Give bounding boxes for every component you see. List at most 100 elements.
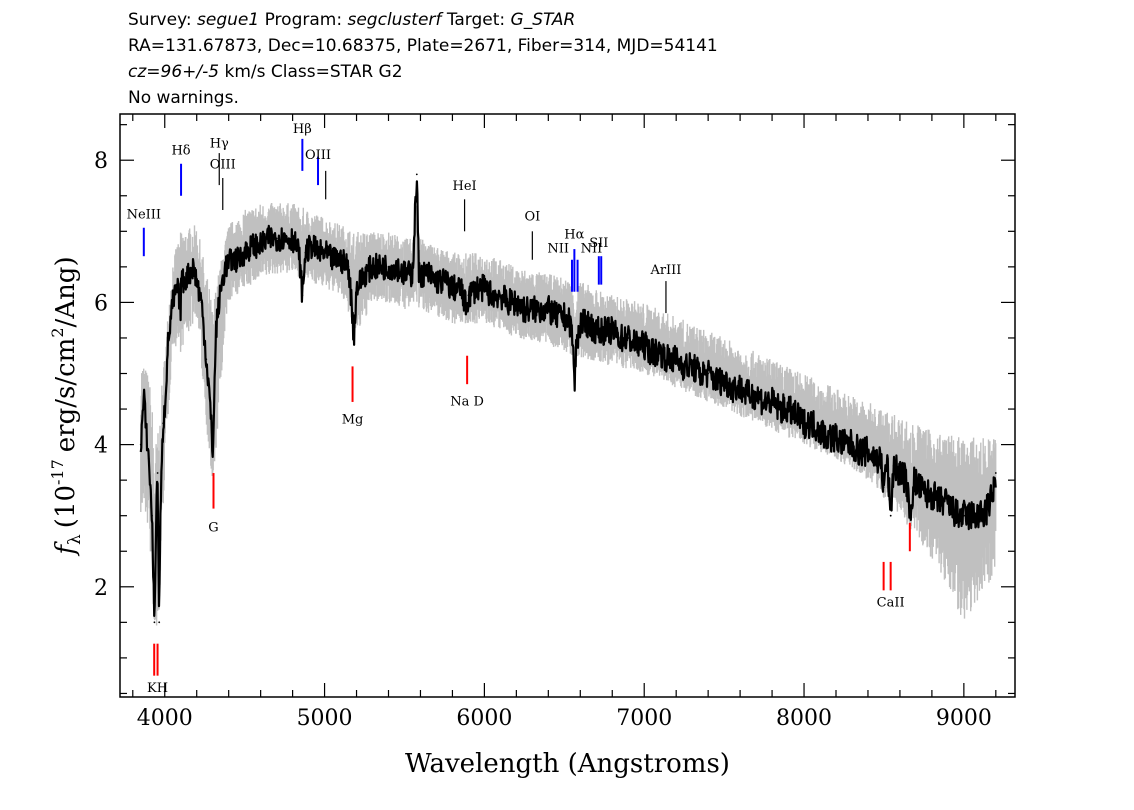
flux-point	[675, 358, 678, 361]
spectral-line-label: NII	[547, 242, 569, 257]
spectral-line-label: HeI	[452, 179, 476, 194]
flux-point	[651, 351, 654, 354]
flux-point	[691, 365, 694, 368]
flux-point	[889, 514, 892, 517]
flux-point	[180, 280, 183, 282]
flux-point	[139, 443, 142, 446]
flux-point	[158, 621, 161, 624]
flux-layer	[139, 173, 997, 624]
spectral-line-label: SII	[589, 236, 608, 251]
spectral-line-label: Hα	[564, 227, 584, 242]
y-label-exp2: 2	[48, 327, 67, 337]
flux-point	[163, 408, 166, 410]
x-tick-label: 6000	[456, 706, 512, 731]
program-value: segclusterf	[347, 10, 442, 30]
survey-value: segue1	[197, 10, 260, 30]
x-tick-label: 7000	[616, 706, 672, 731]
flux-point	[931, 493, 933, 496]
flux-point	[395, 266, 398, 268]
flux-point	[950, 507, 952, 510]
flux-point	[994, 472, 997, 474]
flux-point	[443, 280, 446, 282]
error-band-layer	[140, 203, 997, 626]
flux-point	[243, 251, 246, 254]
flux-point	[144, 422, 147, 425]
flux-point	[879, 457, 882, 460]
spectral-line-label: NeIII	[127, 208, 161, 223]
flux-point	[667, 358, 670, 361]
y-tick-label: 2	[94, 576, 108, 601]
flux-point	[403, 273, 406, 275]
flux-point	[843, 443, 845, 446]
flux-point	[159, 543, 161, 545]
spectral-line-label: Hδ	[171, 144, 190, 159]
flux-point	[982, 514, 984, 517]
flux-point	[237, 258, 240, 261]
flux-point	[595, 329, 598, 332]
flux-point	[731, 386, 733, 389]
flux-point	[892, 465, 895, 467]
flux-point	[779, 408, 781, 410]
flux-point	[918, 486, 920, 489]
axis-ticks: 4000 5000 6000 7000 8000 9000 2 4 6 8	[94, 114, 1015, 731]
flux-point	[531, 308, 534, 311]
target-label: Target:	[446, 10, 506, 30]
flux-point	[875, 457, 877, 460]
y-label-units-c: /Ang)	[51, 256, 81, 327]
flux-point	[427, 273, 430, 275]
x-tick-label: 8000	[776, 706, 832, 731]
flux-point	[156, 472, 159, 474]
flux-point	[611, 329, 614, 332]
flux-point	[218, 301, 221, 304]
spectral-line-label: Hβ	[293, 122, 312, 137]
class-text: km/s Class=STAR G2	[224, 62, 403, 82]
header-line-2: RA=131.67873, Dec=10.68375, Plate=2671, …	[128, 36, 718, 56]
spectral-line-label: NII	[581, 242, 603, 257]
spectral-line-label: OIII	[305, 148, 331, 163]
flux-point	[224, 266, 227, 268]
flux-point	[205, 358, 208, 361]
flux-point	[739, 386, 741, 389]
flux-point	[619, 337, 622, 339]
flux-point	[323, 251, 326, 254]
spectral-line-label: G	[208, 520, 218, 535]
flux-point	[483, 287, 486, 290]
flux-point	[331, 258, 334, 261]
flux-point	[419, 273, 422, 275]
flux-point	[827, 436, 829, 439]
flux-point	[924, 493, 927, 496]
flux-point	[573, 386, 576, 389]
flux-point	[160, 472, 163, 474]
x-tick-label: 4000	[137, 706, 193, 731]
flux-point	[715, 379, 717, 382]
error-band	[140, 203, 997, 626]
spectral-line-label: ArIII	[649, 263, 681, 278]
flux-point	[908, 514, 911, 517]
flux-point	[192, 266, 195, 268]
flux-point	[771, 401, 773, 403]
flux-point	[859, 450, 861, 453]
flux-point	[555, 315, 558, 318]
flux-point	[905, 479, 908, 482]
flux-point	[991, 493, 994, 496]
flux-point	[579, 322, 582, 325]
cz-value: cz=96+/-5	[128, 62, 220, 82]
flux-point	[963, 514, 965, 517]
flux-point	[155, 529, 157, 531]
flux-point	[418, 273, 420, 275]
flux-point	[587, 322, 590, 325]
flux-point	[683, 365, 686, 368]
flux-point	[803, 422, 805, 425]
survey-label: Survey:	[128, 10, 192, 30]
flux-point	[363, 273, 366, 275]
flux-point	[575, 344, 578, 346]
flux-point	[351, 308, 353, 311]
y-label-exp: -17	[48, 459, 67, 485]
y-label-units-b: erg/s/cm	[51, 338, 81, 453]
flux-point	[563, 315, 566, 318]
flux-point	[215, 329, 217, 332]
flux-point	[435, 280, 438, 282]
flux-point	[291, 237, 294, 240]
flux-point	[379, 266, 382, 268]
